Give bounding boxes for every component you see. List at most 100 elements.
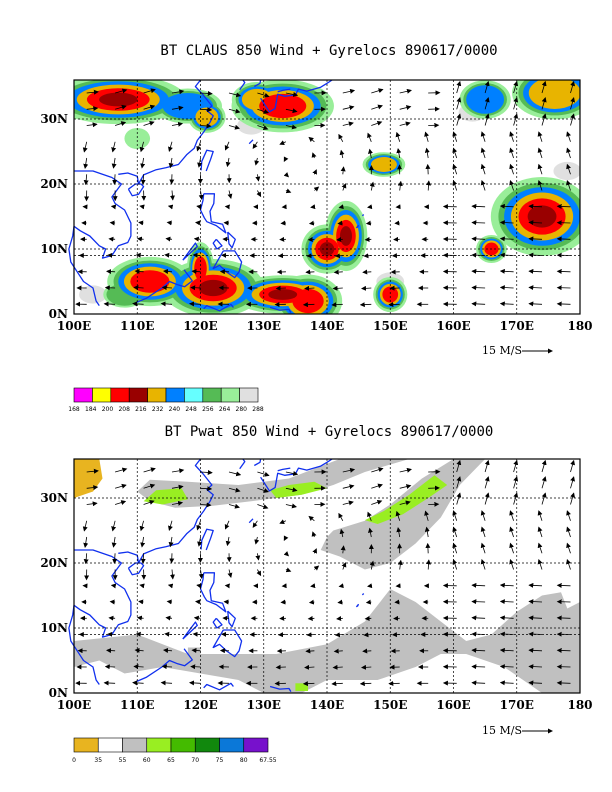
wind-vector: [566, 147, 571, 159]
colorbar-label: 216: [135, 406, 147, 413]
panel2-frame: [73, 458, 581, 694]
wind-vector: [541, 113, 547, 126]
panel2-title: BT Pwat 850 Wind + Gyrelocs 890617/0000: [165, 424, 494, 440]
wind-vector: [338, 133, 344, 142]
wind-vector: [310, 204, 316, 210]
wind-vector: [197, 536, 203, 547]
wind-vector: [167, 583, 174, 589]
wind-vector: [134, 268, 144, 274]
wind-vector: [190, 285, 201, 291]
y-tick-label: 0N: [49, 686, 68, 700]
wind-vector: [509, 526, 515, 538]
wind-vector: [371, 88, 384, 94]
wind-vector: [311, 152, 317, 159]
coastline: [135, 648, 193, 683]
wind-vector: [396, 148, 402, 159]
wind-vector: [139, 204, 145, 210]
wind-vector: [499, 268, 514, 274]
wind-vector: [509, 131, 515, 142]
wind-vector: [257, 487, 270, 493]
wind-vector: [138, 220, 144, 226]
wind-vector: [333, 269, 343, 275]
wind-vector: [255, 174, 261, 182]
wind-vector: [283, 172, 290, 178]
wind-vector: [200, 123, 212, 129]
wind-vector: [364, 615, 372, 621]
x-tick-label: 130E: [247, 319, 281, 333]
cloud-contour: [339, 226, 352, 246]
wind-vector: [456, 492, 462, 505]
colorbar-swatch: [128, 387, 148, 403]
wind-vector: [471, 252, 486, 258]
wind-vector: [499, 647, 514, 653]
wind-vector: [256, 190, 262, 198]
wind-vector: [193, 236, 201, 242]
wind-vector: [499, 615, 514, 621]
wind-vector: [255, 553, 261, 561]
wind-vector: [160, 680, 173, 686]
wind-vector: [566, 163, 571, 175]
wind-vector: [556, 268, 571, 274]
panel1-title: BT CLAUS 850 Wind + Gyrelocs 890617/0000: [160, 43, 497, 59]
coastline: [68, 605, 100, 685]
wind-vector: [136, 236, 144, 242]
wind-vector: [257, 471, 270, 477]
coastline: [212, 629, 243, 658]
colorbar-swatch: [147, 387, 167, 403]
wind-vector: [312, 169, 317, 175]
y-tick-label: 10N: [40, 621, 68, 635]
wind-vector: [367, 148, 373, 159]
wind-vector: [305, 269, 315, 275]
wind-vector: [228, 471, 242, 477]
coastline: [277, 467, 291, 472]
wind-vector: [86, 468, 99, 474]
cloud-contour: [528, 80, 580, 109]
wind-vector: [537, 163, 543, 175]
colorbar-swatch: [194, 737, 220, 753]
wind-vector: [225, 157, 231, 168]
wind-vector: [452, 147, 458, 159]
colorbar-swatch: [239, 387, 259, 403]
wind-vector: [367, 527, 373, 538]
wind-vector: [499, 285, 514, 291]
x-tick-label: 130E: [247, 698, 281, 712]
wind-vector: [528, 615, 543, 621]
wind-vector: [165, 236, 173, 242]
wind-vector: [452, 510, 458, 521]
wind-vector: [307, 236, 315, 242]
panel1-frame: [73, 79, 581, 315]
cloud-contour: [268, 289, 298, 300]
wind-vector: [528, 203, 543, 209]
wind-vector: [312, 548, 317, 554]
wind-vector: [110, 583, 117, 589]
wind-vector: [108, 236, 116, 242]
wind-vector: [509, 558, 515, 570]
wind-vector: [285, 188, 292, 194]
y-tick-label: 20N: [40, 177, 68, 191]
wind-vector: [480, 510, 486, 521]
wind-vector: [452, 558, 458, 570]
wind-vector: [369, 560, 375, 570]
coastline: [253, 79, 262, 88]
wind-vector: [112, 553, 118, 564]
wind-vector: [361, 285, 372, 291]
coastline: [361, 214, 365, 217]
wind-vector: [424, 526, 430, 538]
y-tick-label: 30N: [40, 112, 68, 126]
wind-vector: [304, 664, 315, 670]
x-tick-label: 140E: [310, 698, 344, 712]
panel2-vector-reference-label: 15 M/S: [482, 724, 522, 737]
colorbar-label: 256: [202, 406, 214, 413]
wind-vector: [528, 599, 543, 605]
wind-vector: [541, 459, 547, 473]
wind-vector: [513, 492, 519, 505]
wind-vector: [196, 141, 202, 152]
wind-vector: [424, 147, 430, 159]
wind-vector: [332, 285, 343, 291]
wind-vector: [198, 190, 204, 200]
colorbar-label: 168: [68, 406, 80, 413]
wind-vector: [566, 558, 571, 570]
wind-vector: [556, 203, 571, 209]
wind-vector: [456, 80, 462, 94]
wind-vector: [456, 476, 462, 489]
